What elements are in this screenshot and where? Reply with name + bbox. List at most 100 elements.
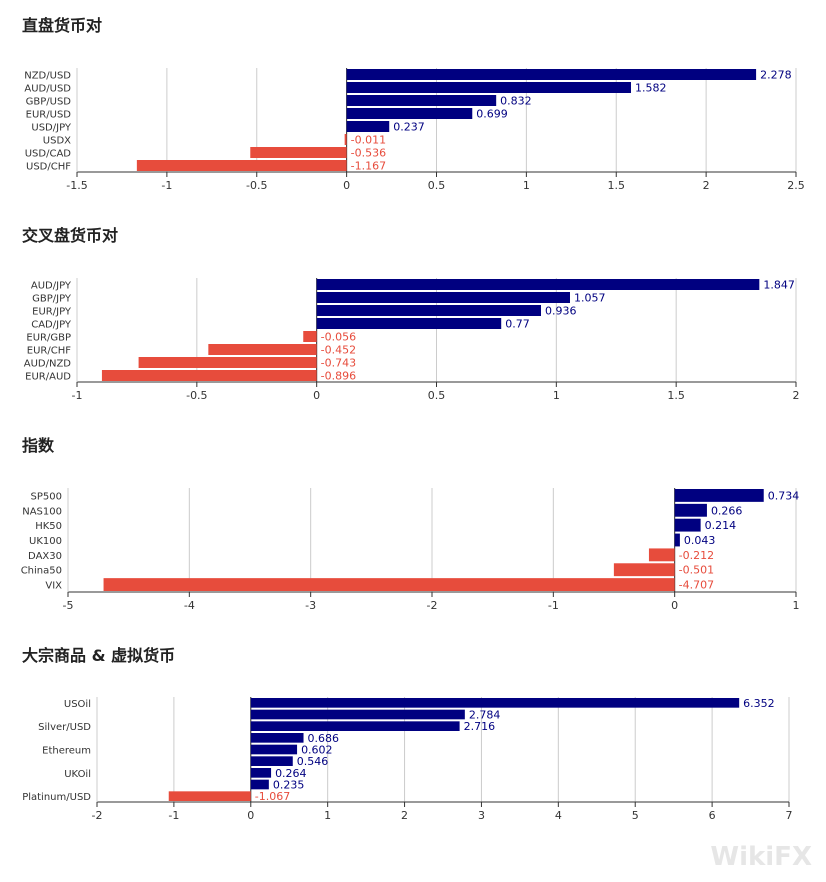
category-label: USD/CHF	[26, 162, 71, 173]
category-label: EUR/GBP	[26, 333, 71, 344]
bar	[250, 733, 304, 743]
bar	[250, 147, 347, 158]
data-label: 0.602	[301, 744, 333, 757]
x-tick-label: -1	[548, 599, 559, 612]
category-label: EUR/AUD	[25, 372, 71, 383]
category-label: UKOil	[64, 769, 91, 780]
bar	[250, 709, 465, 720]
category-label: EUR/CHF	[27, 346, 71, 357]
x-tick-label: -2	[92, 809, 103, 822]
bar	[344, 134, 347, 145]
x-tick-label: 6	[709, 809, 716, 822]
x-tick-label: 1.5	[667, 389, 685, 402]
category-label: CAD/JPY	[31, 320, 72, 331]
data-label: -0.501	[679, 564, 714, 577]
chart-title-commodities-crypto: 大宗商品 & 虚拟货币	[22, 646, 176, 665]
data-label: 2.784	[469, 709, 501, 722]
x-tick-label: 3	[478, 809, 485, 822]
category-label: DAX30	[28, 551, 62, 562]
bar	[346, 108, 473, 119]
category-label: EUR/JPY	[32, 307, 72, 318]
category-label: EUR/USD	[26, 110, 72, 121]
bar	[316, 279, 760, 290]
category-label: AUD/NZD	[24, 359, 72, 370]
chart-title-indices: 指数	[22, 436, 55, 455]
category-label: Platinum/USD	[22, 792, 91, 803]
bar	[346, 82, 631, 93]
data-label: 0.214	[705, 519, 737, 532]
data-label: -0.896	[321, 370, 356, 383]
x-tick-label: -2	[427, 599, 438, 612]
category-label: AUD/USD	[24, 84, 71, 95]
data-label: 1.057	[574, 292, 606, 305]
x-tick-label: 2	[401, 809, 408, 822]
x-tick-label: 0	[247, 809, 254, 822]
category-label: VIX	[45, 581, 62, 592]
data-label: 0.699	[476, 108, 508, 121]
data-label: 0.043	[684, 534, 716, 547]
bar	[136, 160, 347, 171]
data-label: -1.167	[351, 160, 386, 173]
data-label: 0.237	[393, 121, 425, 134]
data-label: 1.582	[635, 82, 667, 95]
data-label: 0.832	[500, 95, 532, 108]
bar	[250, 756, 293, 766]
x-tick-label: -1	[72, 389, 83, 402]
x-tick-label: 0	[671, 599, 678, 612]
data-label: 2.278	[760, 69, 792, 82]
category-label: USOil	[64, 699, 91, 710]
category-label: GBP/JPY	[32, 294, 72, 305]
category-label: Silver/USD	[38, 722, 91, 733]
data-label: 0.235	[273, 779, 305, 792]
x-tick-label: -1.5	[66, 179, 87, 192]
x-tick-label: -4	[184, 599, 195, 612]
bar	[316, 318, 502, 329]
bar	[250, 768, 272, 778]
data-label: -0.011	[351, 134, 386, 147]
category-label: AUD/JPY	[31, 281, 72, 292]
chart-title-cross-pairs: 交叉盘货币对	[22, 226, 119, 245]
x-tick-label: 2	[793, 389, 800, 402]
bar	[674, 489, 764, 502]
bar	[250, 744, 298, 755]
data-label: 0.266	[711, 504, 743, 517]
x-tick-label: 1	[793, 599, 800, 612]
category-label: China50	[21, 566, 62, 577]
data-label: 0.936	[545, 305, 577, 318]
category-label: SP500	[31, 491, 62, 502]
bar	[316, 292, 570, 303]
x-tick-label: -5	[63, 599, 74, 612]
bar	[250, 698, 740, 708]
bar	[346, 69, 757, 80]
bar	[346, 121, 390, 132]
bar	[168, 791, 251, 801]
bar	[346, 95, 497, 106]
x-tick-label: -3	[305, 599, 316, 612]
bar	[138, 357, 317, 368]
x-tick-label: 4	[555, 809, 562, 822]
x-tick-label: -1	[168, 809, 179, 822]
category-label: UK100	[29, 536, 62, 547]
category-label: NAS100	[22, 506, 62, 517]
bar	[103, 578, 675, 591]
category-label: USD/JPY	[31, 123, 71, 134]
x-tick-label: 1.5	[608, 179, 626, 192]
x-tick-label: -0.5	[246, 179, 267, 192]
x-tick-label: 0	[313, 389, 320, 402]
data-label: 0.686	[308, 732, 340, 745]
category-label: USDX	[43, 136, 71, 147]
x-tick-label: 5	[632, 809, 639, 822]
x-tick-label: 1	[324, 809, 331, 822]
data-label: -0.056	[321, 331, 356, 344]
data-label: -1.067	[255, 790, 290, 803]
data-label: 6.352	[743, 697, 775, 710]
x-tick-label: 7	[786, 809, 793, 822]
bar	[648, 548, 675, 562]
x-tick-label: 0	[343, 179, 350, 192]
data-label: 1.847	[763, 279, 795, 292]
data-label: -0.212	[679, 549, 714, 562]
x-tick-label: 1	[523, 179, 530, 192]
category-label: GBP/USD	[26, 97, 72, 108]
x-tick-label: -0.5	[186, 389, 207, 402]
